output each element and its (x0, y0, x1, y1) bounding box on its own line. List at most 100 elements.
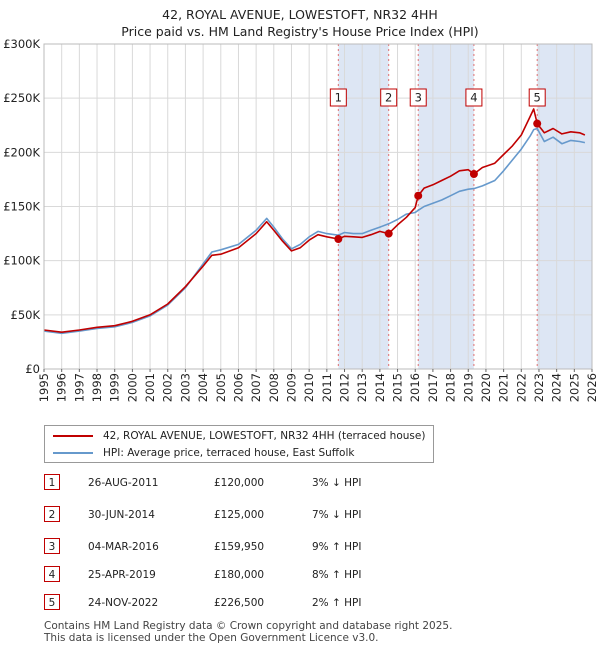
x-tick-label: 2026 (585, 373, 599, 402)
sale-points (334, 119, 542, 243)
chart-title-line2: Price paid vs. HM Land Registry's House … (121, 24, 479, 39)
sale-hpi-change: 9% ↑ HPI (312, 541, 362, 553)
sale-date: 26-AUG-2011 (88, 477, 159, 489)
y-tick-label: £250K (3, 91, 40, 105)
x-tick-label: 1999 (108, 373, 122, 402)
sale-price: £125,000 (214, 509, 265, 521)
x-tick-label: 2016 (408, 373, 422, 402)
sale-badge-label: 4 (470, 91, 477, 105)
table-row: 4 25-APR-2019 £180,000 8% ↑ HPI (44, 566, 464, 583)
sale-badge-box (409, 88, 427, 107)
x-tick-label: 2022 (514, 373, 528, 402)
x-tick-label: 2008 (267, 373, 281, 402)
x-tick-label: 2009 (284, 373, 298, 402)
chart-series (43, 108, 586, 335)
x-tick-label: 2001 (143, 373, 157, 402)
x-tick-label: 2018 (444, 373, 458, 402)
chart-legend: 42, ROYAL AVENUE, LOWESTOFT, NR32 4HH (t… (44, 425, 434, 463)
plot-frame (43, 43, 593, 370)
x-tick-label: 2002 (161, 373, 175, 402)
sale-badge-box (528, 88, 546, 107)
x-tick-label: 2013 (355, 373, 369, 402)
y-tick-label: £150K (3, 200, 40, 214)
y-tick-label: £100K (3, 254, 40, 268)
footer-line1: Contains HM Land Registry data © Crown c… (44, 620, 453, 632)
x-tick-label: 1997 (72, 373, 86, 402)
sale-point (414, 191, 423, 200)
y-tick-label: £300K (3, 37, 40, 51)
y-tick-label: £50K (11, 308, 41, 322)
sale-marker-lines (337, 44, 538, 369)
x-tick-label: 2023 (532, 373, 546, 402)
sale-date: 25-APR-2019 (88, 569, 156, 581)
sale-number-badge: 1 (44, 474, 60, 490)
sale-number-badge: 5 (44, 594, 60, 610)
x-tick-label: 2010 (302, 373, 316, 402)
sale-price: £180,000 (214, 569, 265, 581)
chart-grid (43, 43, 593, 370)
sale-price: £159,950 (214, 541, 265, 553)
legend-item-hpi: HPI: Average price, terraced house, East… (53, 445, 354, 461)
sale-point (533, 119, 542, 128)
sale-hpi-change: 2% ↑ HPI (312, 597, 362, 609)
x-tick-label: 2003 (178, 373, 192, 402)
sale-badge-label: 5 (534, 91, 541, 105)
sale-date: 24-NOV-2022 (88, 597, 159, 609)
x-tick-label: 2014 (373, 373, 387, 402)
x-tick-label: 2015 (391, 373, 405, 402)
table-row: 5 24-NOV-2022 £226,500 2% ↑ HPI (44, 594, 464, 611)
x-tick-label: 1995 (37, 373, 51, 402)
x-tick-label: 2021 (497, 373, 511, 402)
x-tick-label: 1996 (55, 373, 69, 402)
sale-point (334, 235, 343, 243)
x-tick-label: 2017 (426, 373, 440, 402)
sale-point (469, 170, 478, 178)
sale-hpi-change: 8% ↑ HPI (312, 569, 362, 581)
footer-attribution: Contains HM Land Registry data © Crown c… (44, 620, 452, 644)
sale-hpi-change: 3% ↓ HPI (312, 477, 362, 489)
x-tick-label: 2019 (461, 373, 475, 402)
x-tick-label: 2006 (231, 373, 245, 402)
sale-badge-box (329, 88, 347, 107)
table-row: 1 26-AUG-2011 £120,000 3% ↓ HPI (44, 474, 464, 491)
sale-badge-label: 1 (335, 91, 342, 105)
sale-hpi-change: 7% ↓ HPI (312, 509, 362, 521)
sale-number-badge: 3 (44, 538, 60, 554)
x-tick-label: 2000 (125, 373, 139, 402)
legend-label-hpi: HPI: Average price, terraced house, East… (103, 447, 355, 459)
legend-item-price-paid: 42, ROYAL AVENUE, LOWESTOFT, NR32 4HH (t… (53, 428, 425, 444)
y-tick-label: £0 (25, 362, 40, 376)
sale-price: £120,000 (214, 477, 265, 489)
legend-swatch-price-paid (53, 435, 93, 437)
y-tick-label: £200K (3, 145, 40, 159)
x-tick-label: 2025 (567, 373, 581, 402)
sale-badge-label: 2 (385, 91, 392, 105)
price-paid-line (43, 108, 586, 333)
x-tick-label: 2020 (479, 373, 493, 402)
sale-date: 30-JUN-2014 (88, 509, 155, 521)
x-tick-label: 2005 (214, 373, 228, 402)
x-tick-label: 2024 (550, 373, 564, 402)
legend-swatch-hpi (53, 452, 93, 454)
x-tick-label: 2012 (338, 373, 352, 402)
x-tick-label: 1998 (90, 373, 104, 402)
sale-point (384, 229, 393, 238)
chart-title-line1: 42, ROYAL AVENUE, LOWESTOFT, NR32 4HH (162, 7, 438, 22)
footer-line2: This data is licensed under the Open Gov… (44, 632, 379, 644)
sale-number-badge: 2 (44, 506, 60, 522)
sale-number-badge: 4 (44, 566, 60, 582)
sale-badge-box (465, 88, 483, 107)
x-tick-label: 2004 (196, 373, 210, 402)
sale-badge-label: 3 (415, 91, 422, 105)
chart-title: 42, ROYAL AVENUE, LOWESTOFT, NR32 4HH Pr… (0, 6, 600, 40)
table-row: 3 04-MAR-2016 £159,950 9% ↑ HPI (44, 538, 464, 555)
table-row: 2 30-JUN-2014 £125,000 7% ↓ HPI (44, 506, 464, 523)
x-tick-label: 2011 (320, 373, 334, 402)
sale-price: £226,500 (214, 597, 265, 609)
x-tick-label: 2007 (249, 373, 263, 402)
legend-label-price-paid: 42, ROYAL AVENUE, LOWESTOFT, NR32 4HH (t… (103, 430, 426, 442)
sale-badges: 1 2 3 4 5 (329, 88, 546, 107)
hpi-line (43, 127, 586, 335)
price-chart: 1 2 3 4 5 £0 £50K £100K £150K £200K £250K £300K 199… (3, 37, 599, 402)
